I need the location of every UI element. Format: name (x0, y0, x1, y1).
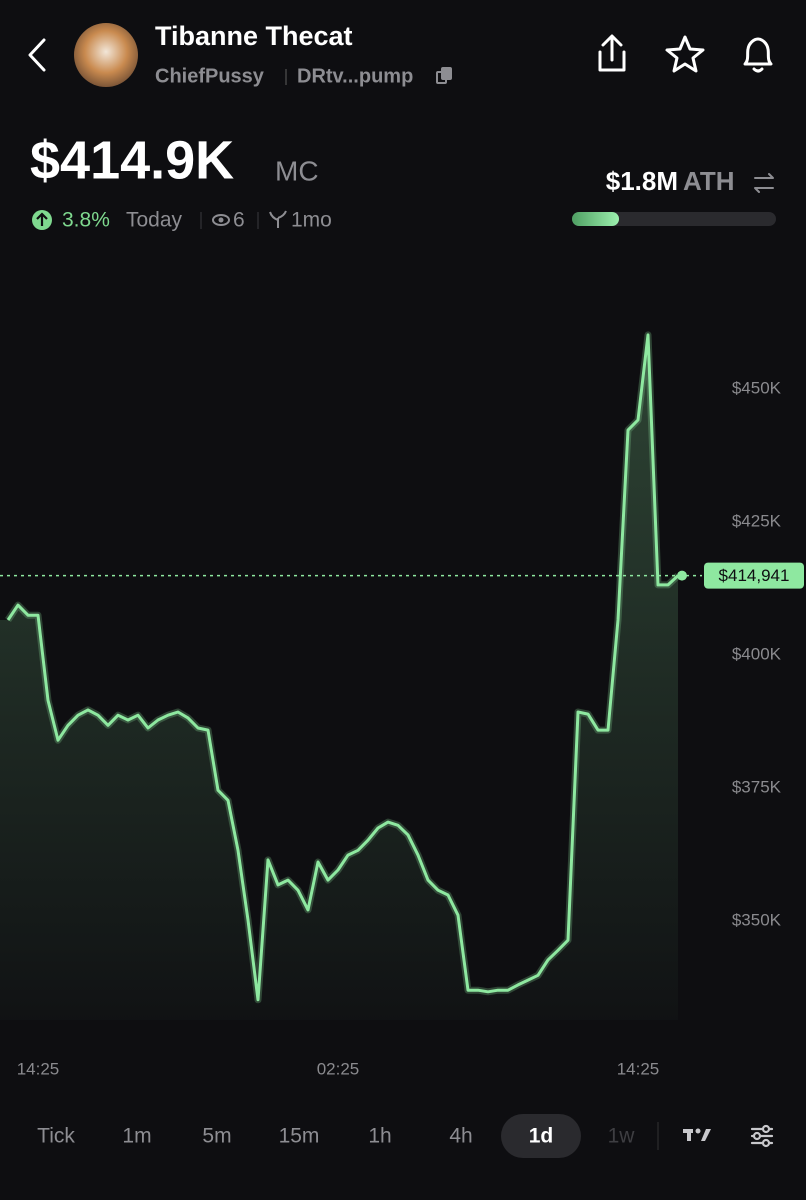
x-tick-label: 14:25 (17, 1059, 60, 1078)
settings-button[interactable] (750, 1124, 774, 1148)
timeframe-button[interactable]: 1m (122, 1125, 151, 1148)
up-arrow (36, 212, 48, 226)
share-button[interactable] (598, 34, 626, 72)
back-button[interactable] (28, 38, 46, 72)
token-name: Tibanne Thecat (155, 21, 353, 51)
market-cap-unit: MC (275, 155, 319, 186)
price-tag-label: $414,941 (719, 566, 790, 585)
eye-icon (212, 214, 230, 226)
area (0, 334, 678, 1020)
timeframe-button[interactable]: 1w (608, 1125, 636, 1148)
timeframe-button[interactable]: 4h (449, 1125, 472, 1148)
change: 3.8% (62, 209, 110, 232)
ath-progress-fill (572, 212, 620, 226)
selected-pill (501, 1114, 581, 1158)
ath-value: $1.8M (606, 166, 678, 196)
holders: 6 (233, 209, 245, 232)
timeframe-button[interactable]: 1h (368, 1125, 391, 1148)
market-cap: $414.9K (30, 130, 234, 190)
swap-icon[interactable] (754, 173, 774, 193)
y-tick-label: $400K (732, 645, 782, 664)
favorite-button[interactable] (665, 35, 705, 73)
change-period: Today (126, 209, 183, 232)
y-tick-label: $375K (732, 778, 782, 797)
timeframe-button[interactable]: Tick (37, 1125, 75, 1148)
age: 1mo (291, 209, 332, 232)
y-tick-label: $350K (732, 911, 782, 930)
ath-progress-track (572, 212, 776, 226)
y-tick-label: $425K (732, 512, 782, 531)
copy-icon[interactable] (436, 67, 452, 84)
handle: ChiefPussy (155, 65, 265, 87)
timeframe-button[interactable]: 15m (279, 1125, 320, 1148)
x-tick-label: 14:25 (617, 1059, 660, 1078)
tradingview-button[interactable] (683, 1128, 711, 1142)
price-tag (704, 562, 804, 589)
address[interactable]: DRtv...pump (297, 65, 413, 87)
x-tick-label: 02:25 (317, 1059, 360, 1078)
ath-label: ATH (683, 166, 735, 196)
last-point (677, 570, 687, 581)
timeframe-button[interactable]: 1d (529, 1125, 554, 1148)
timeframe-button[interactable]: 5m (202, 1125, 231, 1148)
avatar[interactable] (74, 23, 138, 87)
line (6, 333, 680, 1002)
age-icon (269, 210, 287, 228)
y-tick-label: $450K (732, 379, 782, 398)
alert-button[interactable] (743, 37, 773, 73)
